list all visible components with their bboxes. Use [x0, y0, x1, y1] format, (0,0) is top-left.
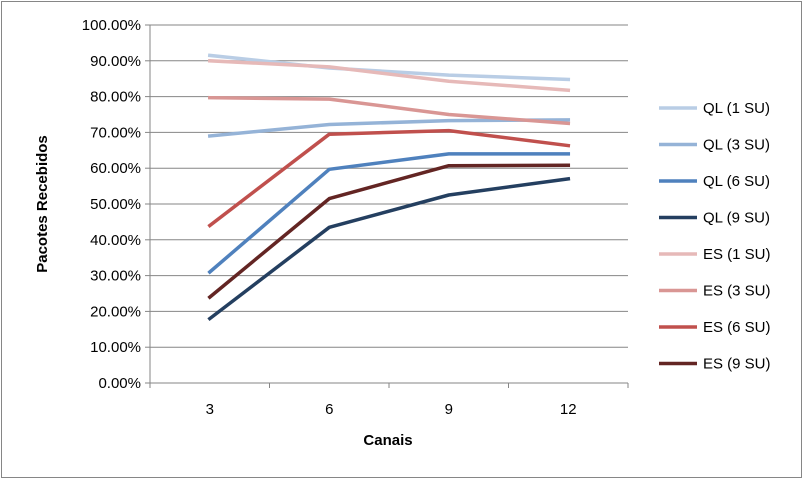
legend-label: ES (1 SU) — [703, 246, 771, 263]
y-tick-label: 40.00% — [90, 232, 141, 249]
y-tick-label: 90.00% — [90, 53, 141, 70]
axes — [145, 24, 629, 388]
legend-label: ES (6 SU) — [703, 319, 771, 336]
legend-label: QL (9 SU) — [703, 210, 770, 227]
legend: QL (1 SU) QL (3 SU) QL (6 SU) QL (9 SU) ES (… — [659, 100, 771, 373]
y-axis-title: Pacotes Recebidos — [34, 135, 51, 273]
y-tick-label: 10.00% — [90, 339, 141, 356]
legend-label: ES (9 SU) — [703, 356, 771, 373]
y-tick-label: 100.00% — [82, 17, 141, 34]
series-line-4 — [207, 176, 571, 322]
series-line-3 — [207, 152, 571, 275]
legend-label: ES (3 SU) — [703, 283, 771, 300]
series-line-7 — [207, 128, 571, 228]
y-tick-label: 20.00% — [90, 303, 141, 320]
y-tick-label: 60.00% — [90, 160, 141, 177]
series-line-8 — [207, 163, 571, 300]
x-tick-label: 9 — [445, 401, 453, 418]
y-tick-label: 50.00% — [90, 196, 141, 213]
x-tick-labels: 3 6 9 12 — [206, 401, 577, 418]
series-line-5 — [207, 58, 571, 93]
y-tick-label: 30.00% — [90, 268, 141, 285]
legend-label: QL (6 SU) — [703, 173, 770, 190]
x-axis-title: Canais — [363, 432, 412, 449]
y-tick-labels: 0.00% 10.00% 20.00% 30.00% 40.00% 50.00% 60.00… — [82, 17, 141, 392]
series-line-6 — [208, 95, 571, 126]
y-tick-label: 80.00% — [90, 89, 141, 106]
x-tick-label: 6 — [325, 401, 333, 418]
y-tick-label: 70.00% — [90, 124, 141, 141]
legend-label: QL (3 SU) — [703, 137, 770, 154]
x-tick-label: 12 — [560, 401, 577, 418]
series-line-1 — [207, 53, 571, 82]
y-tick-label: 0.00% — [98, 375, 141, 392]
x-tick-label: 3 — [206, 401, 214, 418]
series-lines — [207, 53, 571, 322]
legend-label: QL (1 SU) — [703, 100, 770, 117]
